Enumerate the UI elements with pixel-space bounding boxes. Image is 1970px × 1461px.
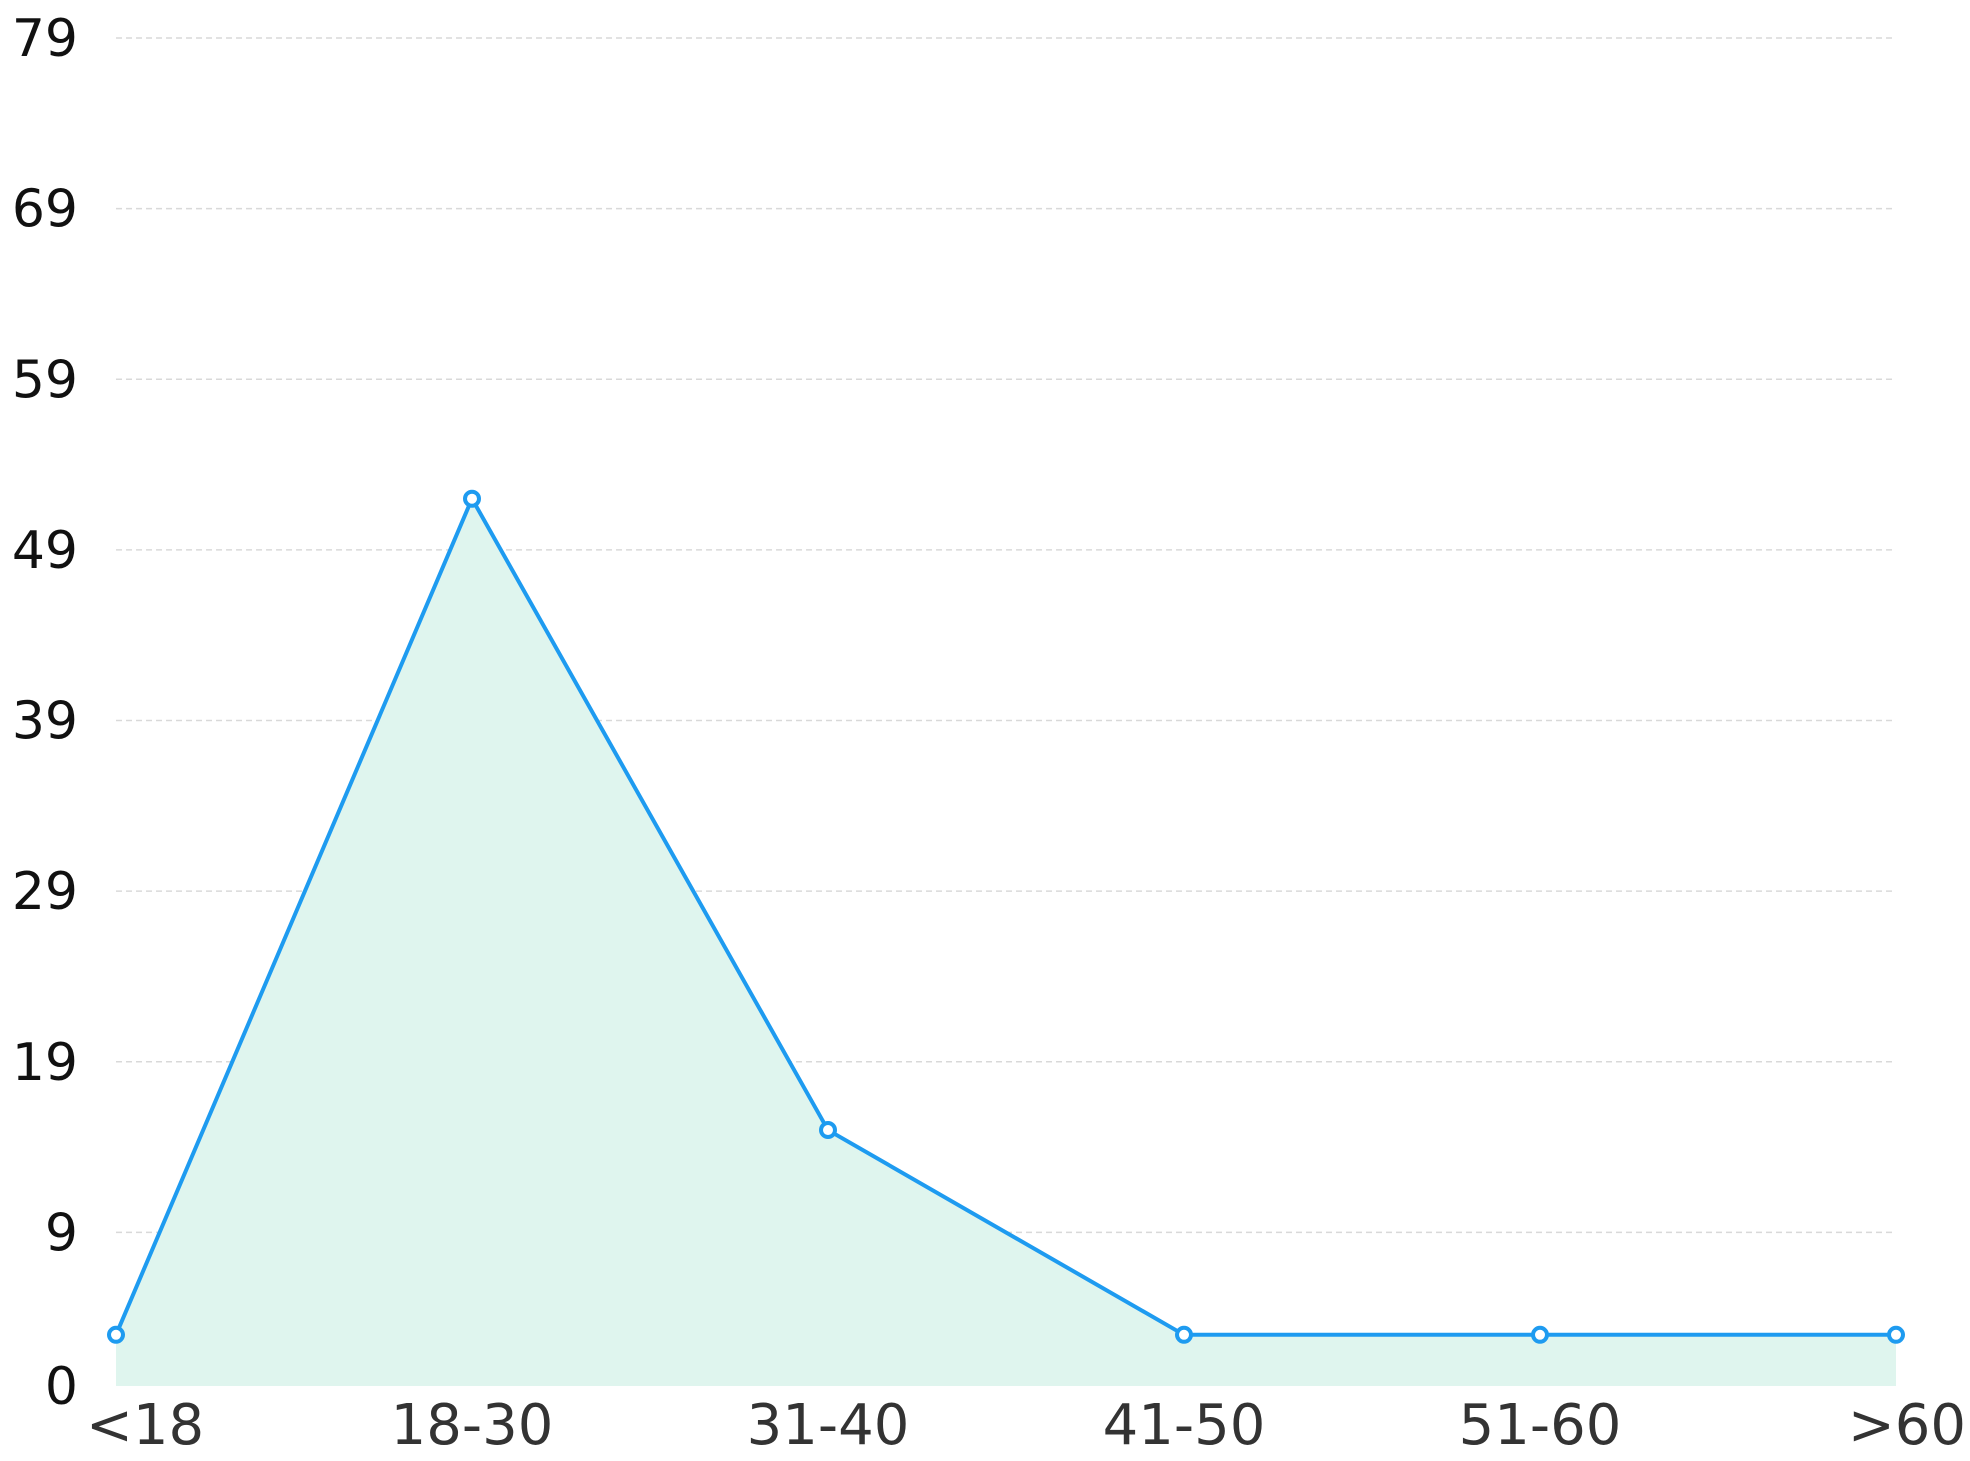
y-tick-label: 79	[12, 9, 78, 69]
data-point[interactable]	[1887, 1325, 1905, 1344]
data-point[interactable]	[1531, 1325, 1549, 1344]
data-point[interactable]	[819, 1121, 837, 1140]
gridlines	[116, 37, 1896, 1234]
x-tick-label: >60	[1848, 1393, 1966, 1457]
data-point[interactable]	[463, 489, 481, 508]
x-tick-label: 31-40	[747, 1393, 910, 1457]
y-tick-label: 19	[12, 1033, 78, 1093]
series-line	[114, 496, 1896, 1337]
y-tick-label: 69	[12, 180, 78, 240]
x-axis: <18 18-30 31-40 41-50 51-60 >60	[86, 1393, 1966, 1458]
data-points	[107, 489, 1905, 1344]
y-axis: 79 69 59 49 39 29 19 9 0	[12, 9, 78, 1417]
series-area	[116, 498, 1896, 1386]
x-tick-label: <18	[86, 1393, 204, 1457]
data-point[interactable]	[1175, 1325, 1193, 1344]
y-tick-label: 9	[45, 1203, 78, 1263]
y-tick-label: 59	[12, 350, 78, 410]
series-line-layer	[114, 496, 1896, 1337]
x-tick-label: 18-30	[391, 1393, 554, 1457]
y-tick-label: 49	[12, 521, 78, 581]
y-tick-label: 0	[45, 1357, 78, 1417]
series-area-layer	[116, 498, 1896, 1386]
x-tick-label: 41-50	[1103, 1393, 1266, 1457]
data-point[interactable]	[107, 1325, 125, 1344]
x-tick-label: 51-60	[1459, 1393, 1622, 1457]
y-tick-label: 29	[12, 862, 78, 922]
y-tick-label: 39	[12, 692, 78, 752]
